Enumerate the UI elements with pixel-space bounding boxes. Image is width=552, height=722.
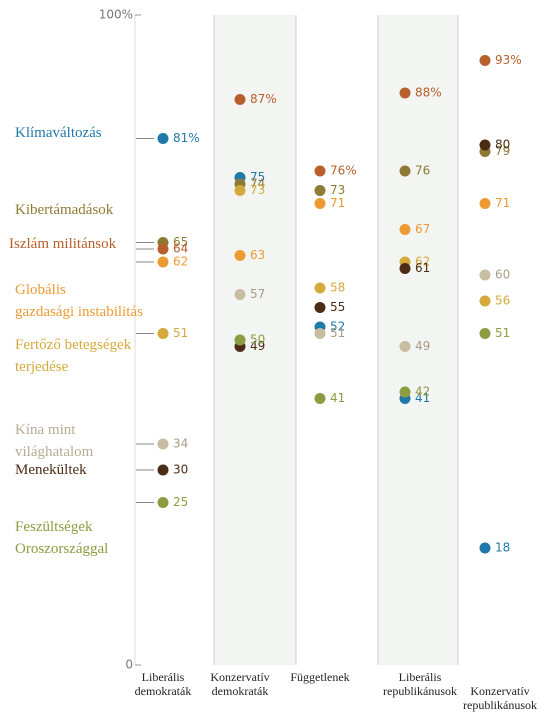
data-label: 62 xyxy=(415,255,430,269)
data-label: 62 xyxy=(173,255,188,269)
dot xyxy=(157,497,169,508)
dot xyxy=(314,393,326,404)
dot xyxy=(479,328,491,339)
dot xyxy=(157,256,169,268)
dot xyxy=(479,139,491,151)
dot xyxy=(314,302,326,313)
dot xyxy=(399,165,411,177)
dot xyxy=(157,438,169,450)
dot xyxy=(157,464,169,476)
data-label: 50 xyxy=(250,333,265,347)
dot xyxy=(314,198,326,209)
x-tick-label: Liberális republikánusok xyxy=(383,670,457,698)
dot xyxy=(399,224,411,235)
x-tick-label: Konzervatív demokraták xyxy=(210,670,270,698)
data-label: 87% xyxy=(250,92,277,106)
data-label: 75 xyxy=(250,170,265,184)
dot xyxy=(399,341,411,352)
data-label: 34 xyxy=(173,437,188,451)
legend-label: Klímaváltozás xyxy=(15,125,102,141)
legend-label: Kína mint világhatalom xyxy=(15,422,94,460)
dot xyxy=(234,94,246,105)
data-label: 80 xyxy=(495,138,510,152)
dot xyxy=(479,295,491,307)
legend-label: Kibertámadások xyxy=(15,202,114,218)
dot xyxy=(314,165,326,177)
data-label: 56 xyxy=(495,294,510,308)
dot xyxy=(479,55,491,66)
data-label: 73 xyxy=(330,183,345,197)
data-label: 63 xyxy=(250,248,265,262)
data-label: 74 xyxy=(250,177,265,191)
legend-label: Globális gazdasági instabilitás xyxy=(15,282,143,320)
data-label: 41 xyxy=(330,391,345,405)
data-label: 88% xyxy=(415,86,442,100)
data-label: 49 xyxy=(415,339,430,353)
data-label: 51 xyxy=(173,326,188,340)
data-label: 52 xyxy=(330,320,345,334)
x-tick-label: Függetlenek xyxy=(290,670,350,684)
data-label: 79 xyxy=(495,144,510,158)
dot xyxy=(157,243,169,255)
data-label: 49 xyxy=(250,339,265,353)
data-label: 51 xyxy=(495,326,510,340)
data-label: 51 xyxy=(330,326,345,340)
legend-label: Iszlám militánsok xyxy=(9,236,117,252)
dot xyxy=(234,250,246,261)
dot xyxy=(399,386,411,398)
dot xyxy=(479,542,491,554)
legend-label: Menekültek xyxy=(15,462,87,478)
dot xyxy=(234,185,246,196)
dot xyxy=(314,282,326,294)
dot xyxy=(479,269,491,281)
y-tick-label: 0 xyxy=(125,658,133,672)
dot xyxy=(234,289,246,300)
band xyxy=(378,15,458,665)
dot xyxy=(157,328,169,339)
dot xyxy=(157,133,169,144)
data-label: 76 xyxy=(415,164,430,178)
data-label: 30 xyxy=(173,463,188,477)
data-label: 71 xyxy=(495,196,510,210)
dot xyxy=(314,328,326,339)
data-label: 18 xyxy=(495,541,510,555)
data-label: 76% xyxy=(330,164,357,178)
legend-label: Fertőző betegségek terjedése xyxy=(15,337,132,375)
data-label: 61 xyxy=(415,261,430,275)
x-tick-label: Konzervatív republikánusok xyxy=(463,684,537,712)
data-label: 81% xyxy=(173,131,200,145)
data-label: 93% xyxy=(495,53,522,67)
y-tick-label: 100% xyxy=(99,8,133,22)
band xyxy=(214,15,296,665)
dot xyxy=(399,263,411,274)
data-label: 25 xyxy=(173,495,188,509)
data-label: 73 xyxy=(250,183,265,197)
dot xyxy=(314,185,326,196)
dot xyxy=(479,198,491,209)
dot xyxy=(234,334,246,346)
data-label: 57 xyxy=(250,287,265,301)
data-label: 65 xyxy=(173,235,188,249)
data-label: 60 xyxy=(495,268,510,282)
data-label: 64 xyxy=(173,242,188,256)
data-label: 58 xyxy=(330,281,345,295)
x-tick-label: Liberális demokraták xyxy=(134,670,192,698)
data-label: 55 xyxy=(330,300,345,314)
data-label: 41 xyxy=(415,391,430,405)
data-label: 71 xyxy=(330,196,345,210)
data-label: 67 xyxy=(415,222,430,236)
dot xyxy=(399,87,411,99)
data-label: 42 xyxy=(415,385,430,399)
legend-label: Feszültségek Oroszországgal xyxy=(15,519,109,557)
